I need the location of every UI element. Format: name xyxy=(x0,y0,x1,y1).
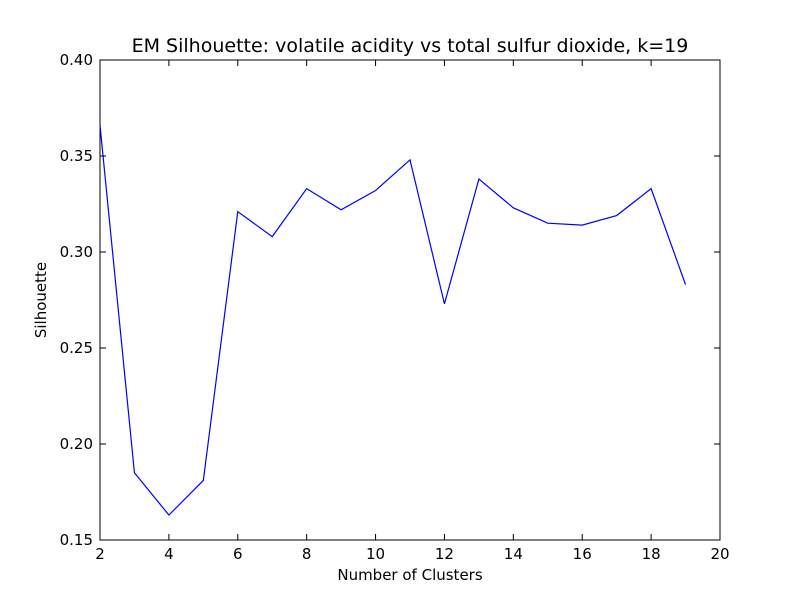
y-axis-label: Silhouette xyxy=(32,262,50,338)
x-tick-label: 10 xyxy=(366,545,385,563)
axes-frame xyxy=(99,59,721,541)
x-axis-label: Number of Clusters xyxy=(337,566,482,584)
x-tick-label: 4 xyxy=(164,545,174,563)
x-tick-label: 14 xyxy=(504,545,523,563)
y-tick-label: 0.35 xyxy=(60,147,93,165)
series-line xyxy=(99,125,687,516)
y-tick-label: 0.40 xyxy=(60,51,93,69)
chart-title: EM Silhouette: volatile acidity vs total… xyxy=(132,35,689,57)
y-tick-label: 0.15 xyxy=(60,531,93,549)
x-tick-label: 20 xyxy=(710,545,729,563)
x-tick-label: 6 xyxy=(233,545,243,563)
y-tick-label: 0.25 xyxy=(60,339,93,357)
x-tick-label: 16 xyxy=(573,545,592,563)
y-tick-label: 0.20 xyxy=(60,435,93,453)
x-tick-label: 8 xyxy=(302,545,312,563)
x-tick-label: 18 xyxy=(642,545,661,563)
ticks-layer: 2 4 6 8 10 12 14 16 18 20 0.15 0.20 0.25 0.30 0.35 0.40 xyxy=(60,51,730,563)
y-tick-label: 0.30 xyxy=(60,243,93,261)
x-tick-label: 12 xyxy=(435,545,454,563)
series-line-layer xyxy=(99,125,687,516)
plot-area xyxy=(99,59,721,541)
x-tick-label: 2 xyxy=(95,545,105,563)
